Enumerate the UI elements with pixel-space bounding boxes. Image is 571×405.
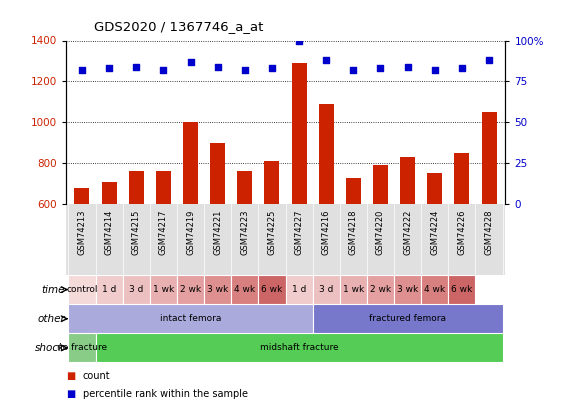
Text: GSM74214: GSM74214 [104,210,114,255]
Text: shock: shock [35,343,65,353]
Text: fractured femora: fractured femora [369,314,446,323]
Text: GSM74219: GSM74219 [186,210,195,255]
Point [376,65,385,72]
Text: GSM74217: GSM74217 [159,210,168,255]
Text: GSM74226: GSM74226 [457,210,467,255]
Bar [69,333,95,362]
Text: time: time [42,285,65,294]
Bar [177,275,204,304]
Point [267,65,276,72]
Text: GSM74227: GSM74227 [295,210,304,255]
Text: other: other [37,314,65,324]
Bar [102,181,116,327]
Point [430,67,439,73]
Bar [129,171,144,327]
Text: count: count [83,371,110,381]
Bar [69,304,313,333]
Bar [481,112,497,327]
Bar [394,275,421,304]
Bar [183,122,198,327]
Bar [238,171,252,327]
Text: GSM74225: GSM74225 [267,210,276,255]
Text: GSM74213: GSM74213 [78,210,86,255]
Point [159,67,168,73]
Point [295,37,304,44]
Text: 1 d: 1 d [102,285,116,294]
Point [186,59,195,65]
Text: GSM74220: GSM74220 [376,210,385,255]
Text: GSM74228: GSM74228 [485,210,493,255]
Text: GSM74224: GSM74224 [431,210,439,255]
Bar [367,275,394,304]
Bar [427,173,442,327]
Text: 1 wk: 1 wk [153,285,174,294]
Text: percentile rank within the sample: percentile rank within the sample [83,389,248,399]
Point [240,67,250,73]
Text: 1 wk: 1 wk [343,285,364,294]
Point [457,65,467,72]
Bar [286,275,313,304]
Point [132,64,141,70]
Text: GSM74216: GSM74216 [321,210,331,255]
Bar [373,165,388,327]
Text: 3 d: 3 d [129,285,143,294]
Text: 2 wk: 2 wk [180,285,201,294]
Point [78,67,87,73]
Text: 4 wk: 4 wk [234,285,255,294]
Text: GSM74218: GSM74218 [349,210,358,255]
Text: GDS2020 / 1367746_a_at: GDS2020 / 1367746_a_at [94,20,264,33]
Bar [156,171,171,327]
Bar [74,188,90,327]
Bar [258,275,286,304]
Bar [340,275,367,304]
Text: 3 d: 3 d [319,285,333,294]
Text: control: control [66,285,98,294]
Text: 6 wk: 6 wk [451,285,473,294]
Bar [150,275,177,304]
Bar [210,143,225,327]
Text: intact femora: intact femora [160,314,221,323]
Point [104,65,114,72]
Bar [400,157,415,327]
Bar [123,275,150,304]
Point [349,67,358,73]
Point [484,57,493,63]
Text: no fracture: no fracture [57,343,107,352]
Text: GSM74215: GSM74215 [132,210,140,255]
Text: midshaft fracture: midshaft fracture [260,343,339,352]
Point [321,57,331,63]
Bar [264,161,279,327]
Bar [95,275,123,304]
Text: ■: ■ [66,389,75,399]
Text: 3 wk: 3 wk [207,285,228,294]
Text: GSM74221: GSM74221 [213,210,222,255]
Bar [69,275,95,304]
Bar [313,304,502,333]
Bar [346,177,361,327]
Text: GSM74222: GSM74222 [403,210,412,255]
Text: 3 wk: 3 wk [397,285,418,294]
Bar [421,275,448,304]
Point [403,64,412,70]
Text: GSM74223: GSM74223 [240,210,250,255]
Bar [455,153,469,327]
Text: 4 wk: 4 wk [424,285,445,294]
Text: 6 wk: 6 wk [262,285,283,294]
Text: ■: ■ [66,371,75,381]
Bar [292,63,307,327]
Bar [448,275,476,304]
Text: 2 wk: 2 wk [370,285,391,294]
Bar [204,275,231,304]
Point [213,64,222,70]
Text: 1 d: 1 d [292,285,306,294]
Bar [319,104,333,327]
Bar [231,275,258,304]
Bar [313,275,340,304]
